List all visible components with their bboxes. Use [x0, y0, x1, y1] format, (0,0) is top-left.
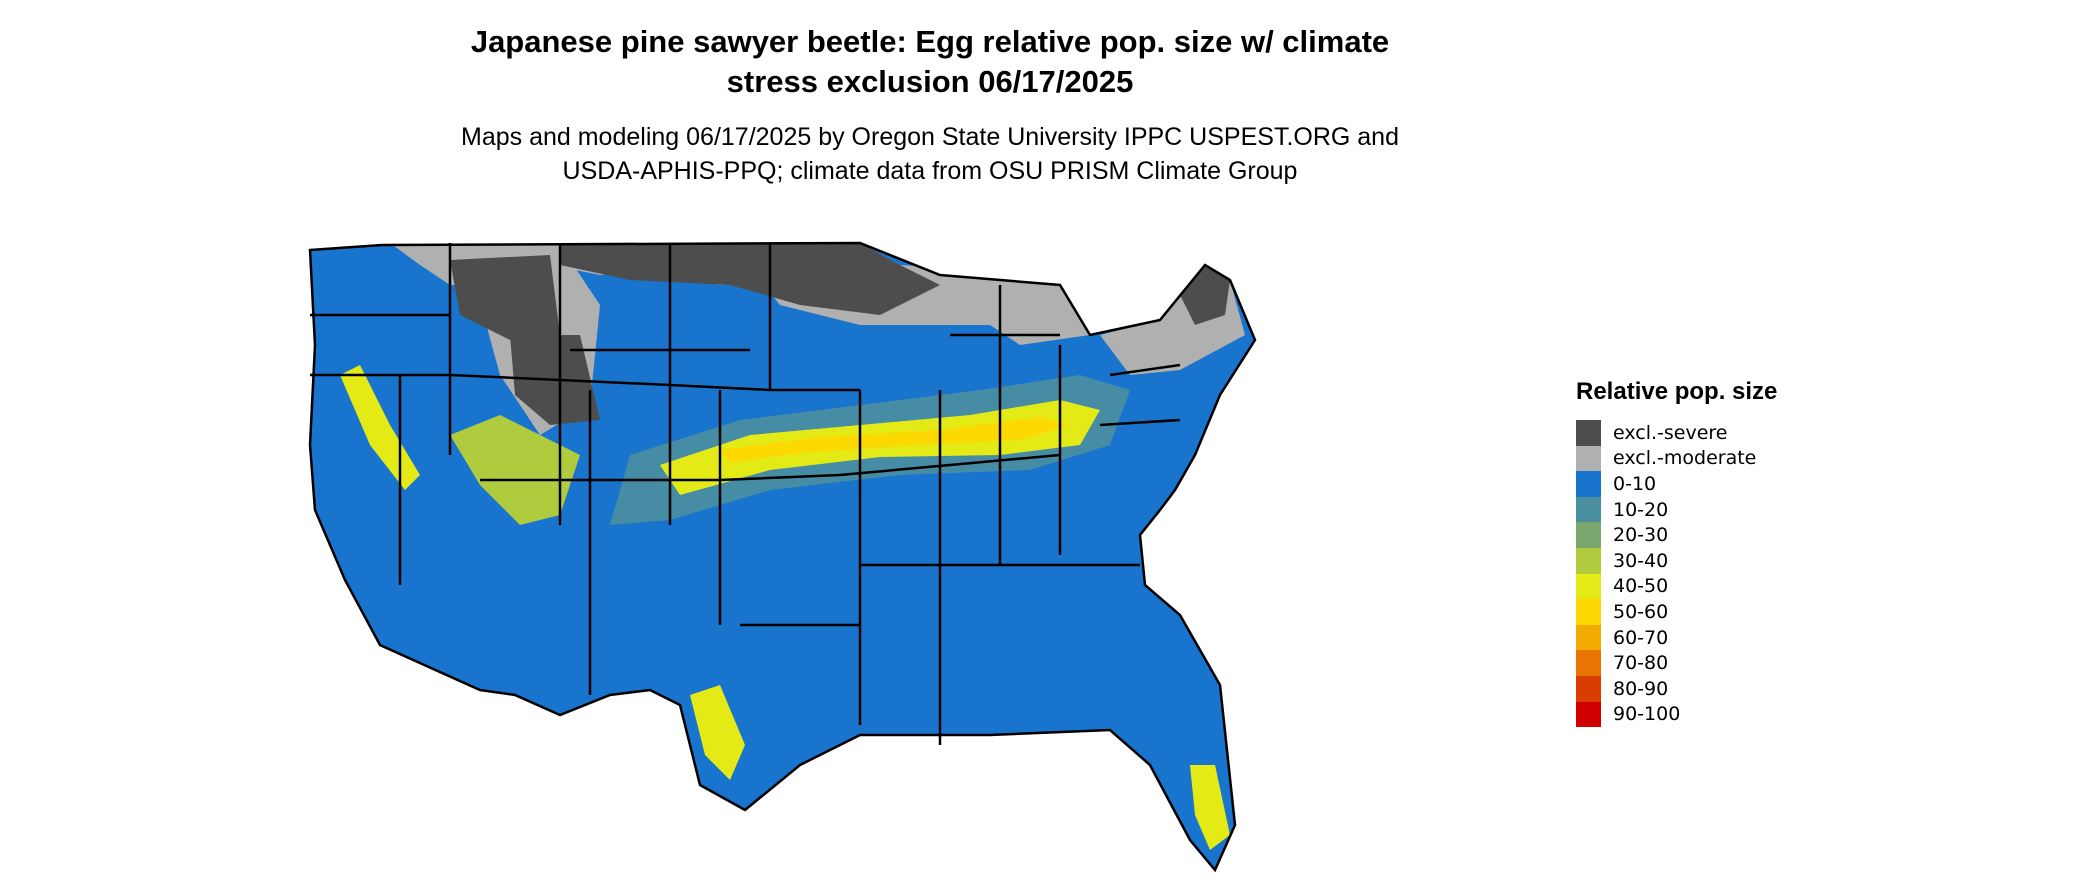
legend-item: 90-100	[1576, 701, 1777, 728]
legend-label: 90-100	[1613, 703, 1681, 726]
region-excl-moderate-north	[390, 243, 1090, 345]
legend-swatch	[1576, 496, 1601, 523]
map-subtitle-line1: Maps and modeling 06/17/2025 by Oregon S…	[461, 123, 1399, 151]
state-boundaries	[308, 241, 1257, 873]
legend-label: 70-80	[1613, 652, 1669, 675]
legend-item: excl.-severe	[1576, 420, 1777, 446]
map-legend: Relative pop. size excl.-severe excl.-mod…	[1576, 378, 1778, 728]
map-subtitle: Maps and modeling 06/17/2025 by Oregon S…	[380, 120, 1480, 188]
map-title: Japanese pine sawyer beetle: Egg relativ…	[380, 22, 1480, 102]
legend-item: excl.-moderate	[1576, 445, 1777, 472]
legend-item: 70-80	[1576, 650, 1777, 676]
legend-item: 20-30	[1576, 522, 1777, 548]
legend-label: 30-40	[1613, 549, 1669, 572]
legend-swatch	[1576, 624, 1601, 651]
legend-swatch	[1576, 471, 1601, 497]
legend-item: 0-10	[1576, 471, 1777, 497]
region-excl-severe-dakotas	[560, 243, 940, 315]
band-50-60-core	[720, 417, 1070, 463]
legend-item: 30-40	[1576, 547, 1777, 574]
legend-item: 10-20	[1576, 496, 1777, 523]
legend-label: 80-90	[1613, 677, 1669, 700]
map-title-line1: Japanese pine sawyer beetle: Egg relativ…	[470, 24, 1390, 59]
band-southwest	[450, 415, 580, 525]
map-subtitle-line2: USDA-APHIS-PPQ; climate data from OSU PR…	[562, 157, 1298, 185]
legend-label: excl.-moderate	[1613, 447, 1757, 470]
legend-swatch	[1576, 445, 1601, 472]
band-florida	[1190, 765, 1230, 850]
legend-label: 40-50	[1613, 575, 1669, 598]
map-title-line2: stress exclusion 06/17/2025	[726, 64, 1134, 99]
us-map-svg	[308, 241, 1257, 873]
legend-label: excl.-severe	[1613, 421, 1728, 444]
region-excl-severe-wyoming	[450, 255, 560, 340]
legend-swatch	[1576, 547, 1601, 574]
legend-item: 40-50	[1576, 573, 1777, 600]
legend-swatch	[1576, 701, 1601, 728]
legend-label: 0-10	[1613, 472, 1657, 495]
legend-rows: excl.-severe excl.-moderate 0-10 10-20 20-30…	[1576, 420, 1777, 728]
legend-label: 60-70	[1613, 626, 1669, 649]
band-texas-coast	[690, 685, 745, 780]
legend-swatch	[1576, 675, 1601, 702]
us-map	[300, 225, 1560, 890]
legend-title: Relative pop. size	[1576, 378, 1778, 405]
legend-swatch	[1576, 522, 1601, 548]
legend-item: 60-70	[1576, 624, 1777, 651]
legend-swatch	[1576, 573, 1601, 600]
legend-item: 80-90	[1576, 675, 1777, 702]
legend-label: 10-20	[1613, 498, 1669, 521]
legend-item: 50-60	[1576, 599, 1777, 625]
legend-label: 20-30	[1613, 524, 1669, 547]
legend-swatch	[1576, 599, 1601, 625]
legend-swatch	[1576, 650, 1601, 676]
legend-swatch	[1576, 420, 1601, 446]
legend-label: 50-60	[1613, 600, 1669, 623]
